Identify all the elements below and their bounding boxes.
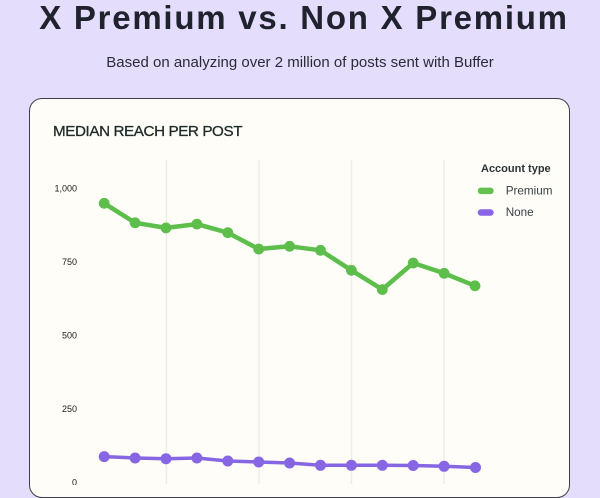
- svg-text:Premium: Premium: [506, 184, 553, 197]
- svg-text:0: 0: [72, 478, 77, 485]
- svg-text:1,000: 1,000: [54, 184, 77, 194]
- svg-text:750: 750: [62, 257, 77, 267]
- svg-text:Account type: Account type: [481, 163, 551, 175]
- svg-text:None: None: [506, 206, 534, 219]
- svg-text:250: 250: [62, 404, 77, 414]
- svg-text:500: 500: [62, 331, 77, 341]
